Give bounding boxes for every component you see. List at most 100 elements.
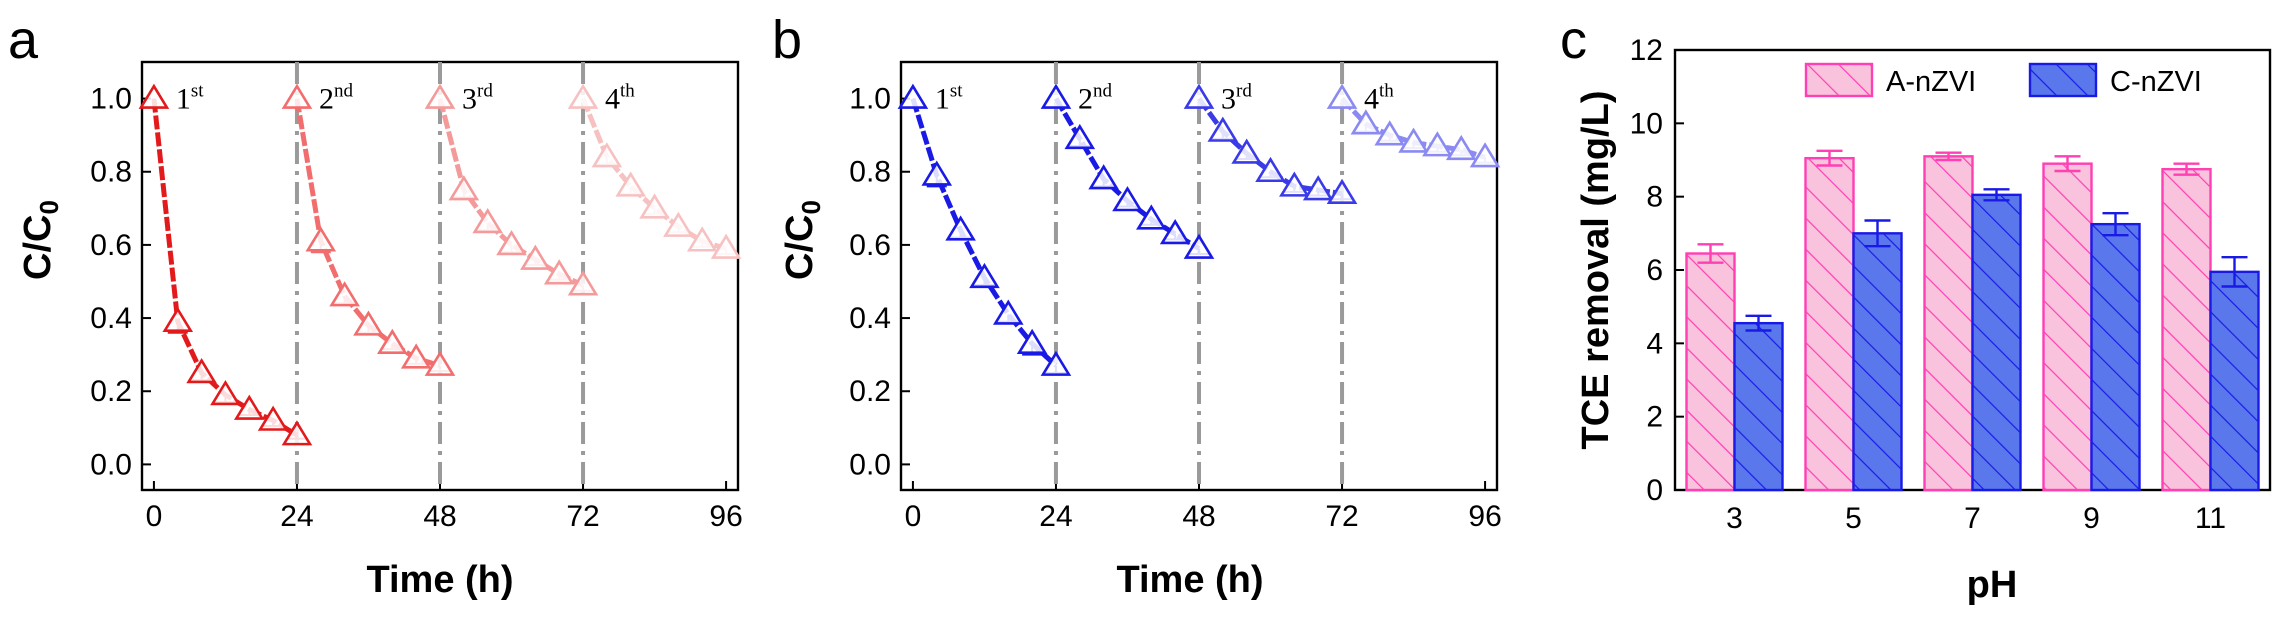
data-point (1326, 178, 1358, 204)
legend: A-nZVI C-nZVI (1804, 62, 2202, 98)
y-axis-label: C/C0 (17, 200, 64, 280)
data-point (520, 244, 551, 270)
y-axis-label-text: C/C (17, 215, 59, 280)
data-point (1136, 204, 1167, 230)
panel-letter-a: a (8, 10, 39, 70)
cycle-label-suffix: nd (1093, 81, 1113, 102)
bar (2209, 270, 2260, 492)
panel-letter-c: c (1560, 10, 1587, 70)
y-tick-label: 0 (1646, 474, 1663, 507)
data-point (1016, 328, 1048, 354)
data-point (1469, 142, 1501, 168)
data-point (1302, 175, 1334, 201)
cycle-label-number: 4 (1364, 83, 1379, 116)
series: 3rd (424, 81, 599, 296)
y-axis-label-subscript: 0 (796, 200, 826, 214)
series: 1st (138, 81, 313, 446)
data-point (1183, 233, 1215, 259)
data-point (1159, 219, 1191, 245)
cycle-label-suffix: st (950, 81, 963, 102)
data-point (663, 211, 694, 237)
data-point (1279, 171, 1310, 197)
data-point (1183, 83, 1215, 109)
data-point (1040, 350, 1072, 376)
cycle-label: 1st (176, 81, 204, 116)
bar (1971, 193, 2022, 492)
data-point (1064, 123, 1096, 150)
series: 2nd (1040, 81, 1215, 259)
data-point (945, 215, 976, 241)
y-tick-label: 4 (1646, 327, 1663, 360)
data-point (281, 420, 313, 446)
bar (2090, 222, 2141, 492)
legend-label: A-nZVI (1886, 66, 1976, 98)
y-axis-label: TCE removal (mg/L) (1575, 91, 1617, 450)
data-point (353, 310, 384, 336)
series-line (580, 97, 727, 251)
data-point (1207, 116, 1239, 142)
cycle-label-number: 3 (462, 83, 477, 116)
cycle-label: 1st (935, 81, 963, 116)
data-point (639, 193, 670, 219)
cycle-label-suffix: nd (334, 81, 354, 102)
data-point (543, 259, 575, 285)
cycle-label-number: 2 (1078, 83, 1093, 116)
data-point (710, 233, 742, 259)
data-point (686, 226, 718, 252)
data-point (992, 299, 1024, 325)
x-tick-label: 9 (2083, 502, 2100, 535)
x-tick-label: 24 (280, 500, 313, 533)
bar (2042, 162, 2093, 492)
x-tick-label: 96 (709, 500, 742, 533)
data-point (1398, 127, 1429, 153)
x-axis-label: Time (h) (366, 559, 513, 601)
data-point (400, 343, 432, 369)
y-tick-label: 0.2 (849, 375, 891, 408)
data-point (281, 83, 313, 109)
x-tick-label: 5 (1845, 502, 1862, 535)
data-point (1326, 83, 1358, 109)
y-tick-label: 8 (1646, 181, 1663, 214)
y-axis-label-subscript: 0 (34, 200, 64, 214)
y-tick-label: 0.4 (849, 302, 891, 335)
legend-swatch (1804, 62, 1874, 98)
data-point (615, 171, 647, 197)
series: 4th (1326, 81, 1501, 168)
data-point (1040, 83, 1072, 109)
series: 4th (567, 81, 742, 259)
y-tick-label: 0.8 (849, 156, 891, 189)
bar (1804, 156, 1855, 492)
data-point (305, 226, 337, 252)
legend-label: C-nZVI (2110, 66, 2202, 98)
cycle-label: 3rd (1221, 81, 1252, 116)
data-point (496, 230, 527, 256)
cycle-label-suffix: rd (1236, 81, 1252, 102)
y-axis-label-text: C/C (779, 215, 821, 280)
data-point (448, 175, 480, 201)
cycle-label: 3rd (462, 81, 493, 116)
x-tick-label: 3 (1726, 502, 1743, 535)
bar (1852, 232, 1903, 492)
data-point (1350, 109, 1382, 135)
cycle-label-suffix: th (1379, 81, 1394, 102)
plot-area: 0 24 48 72 960.00.20.40.60.81.0 1st 2nd 3rd 4th (849, 60, 1502, 533)
y-tick-label: 6 (1646, 254, 1663, 287)
data-point (1088, 164, 1119, 190)
cycle-label-suffix: rd (477, 81, 493, 102)
bar (2161, 167, 2212, 492)
data-point (1374, 120, 1406, 146)
data-point (1255, 156, 1286, 183)
data-point (424, 83, 456, 109)
cycle-label: 4th (605, 81, 635, 116)
plot-area: 0 2 4 6 8 10 12 3 5 7 9 11 A-nZVI C-nZVI (1630, 34, 2272, 535)
data-point (921, 160, 953, 186)
series: 3rd (1183, 81, 1358, 204)
data-point (257, 405, 289, 431)
data-point (162, 306, 194, 333)
y-tick-label: 1.0 (849, 83, 891, 116)
y-tick-label: 0.8 (90, 156, 132, 189)
y-axis-label: C/C0 (779, 200, 826, 280)
series: 2nd (281, 81, 456, 376)
data-point (567, 270, 599, 296)
